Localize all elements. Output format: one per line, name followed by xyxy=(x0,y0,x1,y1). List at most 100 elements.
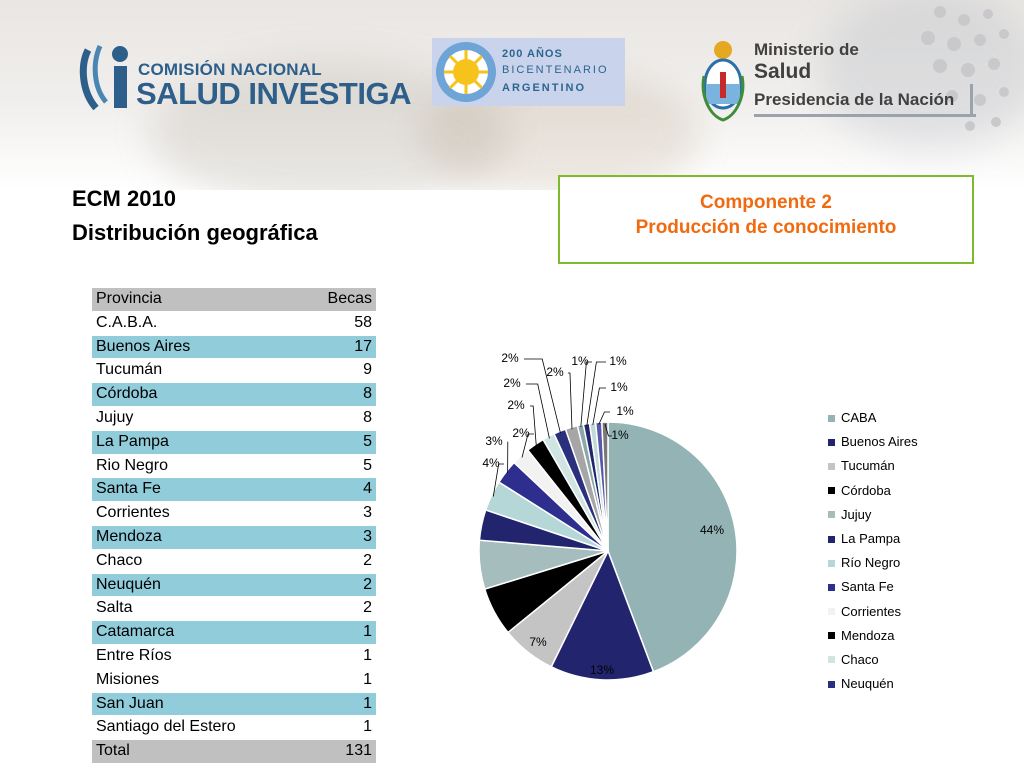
table-cell-province: Corrientes xyxy=(92,501,302,526)
table-row: Rio Negro 5 xyxy=(92,454,376,479)
component-box: Componente 2 Producción de conocimiento xyxy=(558,175,974,264)
table-row: Mendoza 3 xyxy=(92,525,376,550)
ministerio-line3: Presidencia de la Nación xyxy=(754,90,955,109)
table-row: San Juan 1 xyxy=(92,692,376,717)
table-total-row: Total 131 xyxy=(92,739,376,764)
table-cell-becas: 2 xyxy=(301,596,376,622)
pie-data-label: 1% xyxy=(611,428,629,442)
legend-item: Corrientes xyxy=(828,600,918,624)
label-leader-line xyxy=(598,411,610,425)
pie-data-label: 1% xyxy=(610,380,628,394)
table-cell-becas: 1 xyxy=(301,668,376,693)
pie-data-label: 13% xyxy=(590,663,614,677)
banner-photo-shape xyxy=(820,0,1024,150)
ministerio-line2: Salud xyxy=(754,60,812,83)
pie-data-label: 3% xyxy=(485,434,503,448)
table-cell-province: Neuquén xyxy=(92,573,302,598)
legend-item: Buenos Aires xyxy=(828,430,918,454)
header-banner: COMISIÓN NACIONAL SALUD INVESTIGA 200 AÑ… xyxy=(0,0,1024,190)
table-cell-becas: 1 xyxy=(301,644,376,669)
legend-item: Neuquén xyxy=(828,672,918,696)
legend-item: Mendoza xyxy=(828,624,918,648)
table-cell-becas: 4 xyxy=(301,477,376,503)
table-cell-becas: 1 xyxy=(301,692,376,717)
legend-swatch xyxy=(828,414,835,422)
legend-swatch xyxy=(828,632,835,640)
table-cell-becas: 58 xyxy=(301,311,376,336)
table-row: Santiago del Estero 1 xyxy=(92,715,376,741)
pie-slice-caba xyxy=(607,421,738,673)
pie-slice-santiago-del-estero xyxy=(601,421,609,552)
pie-data-label: 1% xyxy=(616,404,634,418)
legend-item: La Pampa xyxy=(828,527,918,551)
legend-swatch xyxy=(828,535,835,543)
pie-data-label: 1% xyxy=(571,354,589,368)
salud-investiga-logo: COMISIÓN NACIONAL SALUD INVESTIGA xyxy=(78,36,418,116)
table-cell-province: Chaco xyxy=(92,549,302,574)
label-leader-line xyxy=(492,463,504,497)
legend-label: Buenos Aires xyxy=(841,434,918,450)
ministerio-salud-logo: Ministerio de Salud Presidencia de la Na… xyxy=(700,36,990,126)
ministerio-vertical-bar xyxy=(970,84,973,117)
table-header-cell: Becas xyxy=(301,288,376,312)
sun-icon xyxy=(436,42,496,102)
pie-data-label: 2% xyxy=(503,376,521,390)
label-leader-line xyxy=(592,387,606,425)
bicentenario-logo: 200 AÑOS BICENTENARIO ARGENTINO xyxy=(432,38,625,106)
legend-swatch xyxy=(828,487,835,495)
table-row: C.A.B.A. 58 xyxy=(92,311,376,336)
legend-label: Tucumán xyxy=(841,458,895,474)
label-leader-line xyxy=(604,423,612,437)
table-row: La Pampa 5 xyxy=(92,430,376,455)
legend-label: Santa Fe xyxy=(841,579,894,595)
legend-item: Tucumán xyxy=(828,454,918,478)
banner-dots-decoration xyxy=(921,6,1009,131)
legend-label: La Pampa xyxy=(841,531,901,547)
table-total-label: Total xyxy=(92,739,302,764)
table-row: Corrientes 3 xyxy=(92,501,376,526)
legend-item: Río Negro xyxy=(828,551,918,575)
table-row: Misiones 1 xyxy=(92,668,376,693)
pie-chart: 44%13%7%6%6%4%4%3%2%2%2%2%2%1%1%1%1%1% xyxy=(478,351,738,681)
table-cell-becas: 2 xyxy=(301,573,376,598)
table-cell-province: Catamarca xyxy=(92,620,302,645)
pie-data-label: 2% xyxy=(512,426,530,440)
label-leader-line xyxy=(580,361,592,427)
table-cell-becas: 8 xyxy=(301,382,376,407)
table-row: Entre Ríos 1 xyxy=(92,644,376,669)
table-row: Catamarca 1 xyxy=(92,620,376,645)
legend-item: Jujuy xyxy=(828,503,918,527)
table-row: Santa Fe 4 xyxy=(92,477,376,503)
pie-data-label: 44% xyxy=(700,523,724,537)
legend-swatch xyxy=(828,680,835,688)
provinces-table: Provincia Becas C.A.B.A. 58 Buenos Aires 1… xyxy=(92,288,376,764)
table-cell-becas: 5 xyxy=(301,454,376,479)
table-total-value: 131 xyxy=(301,739,376,764)
pie-data-label: 1% xyxy=(609,354,627,368)
label-leader-line xyxy=(521,433,534,458)
table-cell-province: C.A.B.A. xyxy=(92,311,302,336)
table-cell-becas: 3 xyxy=(301,501,376,526)
table-cell-province: Santa Fe xyxy=(92,477,302,503)
table-cell-province: Salta xyxy=(92,596,302,622)
label-leader-line xyxy=(526,383,550,439)
component-subtitle: Producción de conocimiento xyxy=(635,217,897,238)
legend-label: Chaco xyxy=(841,651,879,667)
table-cell-becas: 1 xyxy=(301,715,376,741)
pie-data-label: 2% xyxy=(546,365,564,379)
coat-of-arms-icon xyxy=(701,41,745,122)
legend-swatch xyxy=(828,462,835,470)
table-cell-province: Córdoba xyxy=(92,382,302,407)
table-cell-becas: 8 xyxy=(301,406,376,431)
legend-swatch xyxy=(828,438,835,446)
table-header-row: Provincia Becas xyxy=(92,288,376,312)
salud-investiga-line2: SALUD INVESTIGA xyxy=(136,76,411,111)
ministerio-line1: Ministerio de xyxy=(754,40,859,59)
salud-investiga-mark-icon xyxy=(79,44,128,111)
table-row: Tucumán 9 xyxy=(92,358,376,384)
slide-subtitle: Distribución geográfica xyxy=(72,220,318,245)
table-cell-becas: 2 xyxy=(301,549,376,574)
legend-label: Corrientes xyxy=(841,603,901,619)
legend-swatch xyxy=(828,608,835,616)
legend-swatch xyxy=(828,656,835,664)
